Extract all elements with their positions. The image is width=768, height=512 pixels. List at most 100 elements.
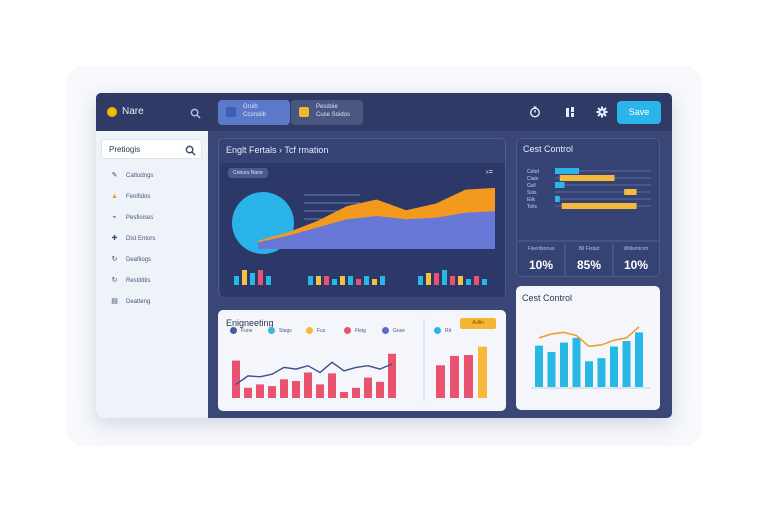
sidebar-item-pesfioises[interactable]: ⌁ Pesfioises [110, 213, 153, 222]
status-badge[interactable]: Avllin [460, 318, 496, 329]
bar [364, 276, 369, 285]
bar [418, 276, 423, 285]
bar [324, 276, 329, 285]
brand[interactable]: Nare [107, 106, 144, 117]
bar [436, 365, 445, 398]
bar [304, 372, 312, 398]
tab-pesdoie[interactable]: Pesdoie Cuse Soidos [291, 100, 363, 125]
bar [572, 337, 581, 387]
legend-label: Fune [241, 327, 253, 334]
tab-pesdoie-line2: Cuse Soidos [316, 112, 351, 118]
bar [464, 354, 473, 398]
gantt-row-label: Gsil [527, 183, 536, 189]
series-chip[interactable]: Creiuru Nane [228, 168, 268, 178]
bar [356, 279, 361, 285]
legend-swatch [434, 327, 441, 334]
tab-gruib[interactable]: Gruib Cconslib [218, 100, 290, 125]
bar [258, 270, 263, 285]
bar [535, 345, 543, 387]
bar [372, 279, 377, 285]
gantt-row-label: Tolis [527, 204, 538, 210]
bar [292, 381, 300, 398]
legend-item: Rit [434, 327, 451, 334]
trend-line [538, 326, 640, 348]
trend-line [235, 361, 393, 385]
bar [352, 387, 360, 398]
brush-icon: ✎ [111, 172, 118, 179]
legend-label: Gose [393, 327, 405, 334]
kpi-label: Fiseribinous [527, 246, 555, 252]
legend-label: Fus [317, 327, 326, 334]
bar [474, 276, 479, 285]
bar [560, 342, 568, 387]
panel-title: Englt Fertals › Tcf rmation [226, 145, 329, 155]
sidebar-item-cattodngs[interactable]: ✎ Cattodngs [110, 171, 154, 180]
sidebar-item-restitittis[interactable]: ↻ Restitittis [110, 276, 151, 285]
refresh-icon: ↻ [111, 277, 118, 284]
panel-title: Enigneeting [226, 318, 274, 328]
bar [244, 387, 252, 398]
refresh-icon: ↻ [111, 256, 118, 263]
bar [466, 279, 471, 285]
document-icon: ▤ [111, 298, 118, 305]
kpi-card: Fiseribinous 10% [518, 243, 564, 275]
timer-icon[interactable] [529, 106, 541, 121]
bar [426, 273, 431, 285]
link-icon: ⌁ [112, 214, 117, 221]
legend-label: Stegs [279, 327, 292, 334]
gantt-row-label: Cebd [527, 169, 539, 175]
save-button[interactable]: Save [617, 101, 661, 124]
bar [450, 355, 459, 398]
bar [232, 360, 240, 398]
bar [622, 340, 631, 387]
gantt-bar [559, 175, 615, 181]
legend-swatch [306, 327, 313, 334]
legend-item: Gose [382, 327, 405, 334]
top-bar: Nare Gruib Cconslib Pesdoie Cuse Soidos … [96, 93, 672, 131]
sidebar-item-deafiiogs[interactable]: ↻ Deafiiogs [110, 255, 151, 264]
gantt-bar [555, 182, 565, 188]
bar [316, 276, 321, 285]
bar [332, 279, 337, 285]
legend-item: Fune [230, 327, 252, 334]
gear-icon[interactable] [596, 106, 608, 121]
legend-swatch [344, 327, 351, 334]
legend-item: Fus [306, 327, 325, 334]
search-icon[interactable] [185, 143, 196, 161]
gantt-bar [561, 203, 637, 209]
sidebar-item-fenifidos[interactable]: ▲ Fenifidos [110, 192, 150, 201]
columns-icon[interactable] [564, 106, 576, 121]
sidebar: Pretiogis ✎ Cattodngs ▲ Fenifidos ⌁ Pesf… [96, 131, 208, 418]
tab-gruib-line1: Gruib [243, 104, 258, 110]
bar [316, 384, 324, 398]
tab-pesdoie-line1: Pesdoie [316, 104, 338, 110]
gantt-bar [624, 189, 637, 195]
expand-icon[interactable]: ›= [485, 167, 493, 176]
bar [256, 384, 264, 398]
legend-swatch [268, 327, 275, 334]
bar [547, 351, 556, 387]
legend-label: Rit [445, 327, 452, 334]
kpi-value: 85% [576, 258, 602, 272]
legend-swatch [230, 327, 237, 334]
bar [280, 379, 288, 398]
panel-title: Cest Control [523, 144, 574, 154]
engineering-panel: Enigneeting Avllin Fune Stegs Fus Fleig … [218, 310, 506, 411]
bar [635, 332, 643, 387]
kpi-card: Wiiturnicirn 10% [613, 243, 659, 275]
bar [328, 373, 336, 398]
sidebar-item-label: Deafiiogs [126, 256, 152, 263]
sidebar-search[interactable]: Pretiogis [101, 139, 202, 159]
sidebar-item-deatteng[interactable]: ▤ Deatteng [110, 297, 150, 306]
sidebar-item-label: Deatteng [126, 298, 151, 305]
gantt-bar [555, 168, 579, 174]
chart-area: Creiuru Nane ›= [220, 163, 505, 297]
bar [597, 358, 606, 387]
main-chart-panel: Englt Fertals › Tcf rmation Creiuru Nane… [218, 138, 506, 297]
logo-dot-icon [107, 106, 117, 117]
sidebar-item-label: Cattodngs [126, 172, 154, 179]
dashboard-window: Nare Gruib Cconslib Pesdoie Cuse Soidos … [96, 93, 672, 418]
search-icon[interactable] [190, 106, 201, 124]
sidebar-item-dist-entors[interactable]: ✚ Dist Entors [110, 234, 156, 243]
